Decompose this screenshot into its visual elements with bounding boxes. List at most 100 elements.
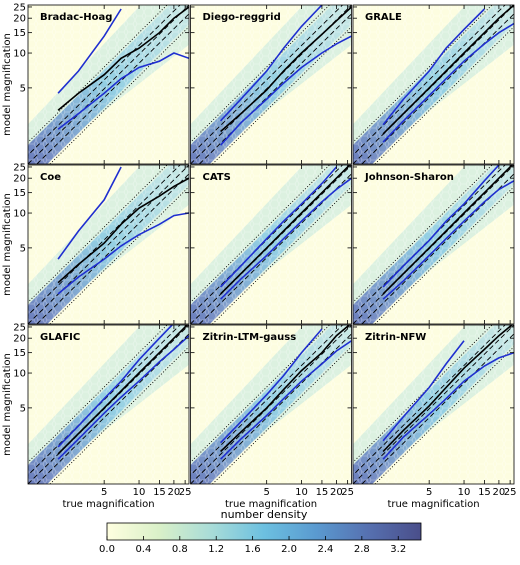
reference-line — [190, 325, 343, 476]
panel — [190, 165, 352, 324]
colorbar-tick-label: 2.4 — [317, 544, 333, 555]
panel — [353, 5, 514, 164]
data-line — [220, 166, 338, 288]
data-line — [220, 325, 351, 453]
panel-frame — [352, 4, 515, 165]
data-line — [57, 325, 174, 448]
y-tick-label: 20 — [13, 334, 26, 345]
reference-line — [199, 333, 352, 484]
data-line — [382, 340, 465, 442]
panel-frame — [27, 164, 190, 325]
x-tick-label: 5 — [101, 487, 107, 498]
panel-title: GLAFIC — [40, 332, 80, 343]
reference-line — [28, 5, 189, 164]
x-tick-label: 10 — [295, 487, 308, 498]
x-tick-label: 25 — [341, 487, 354, 498]
data-line — [220, 35, 352, 146]
y-axis-label: model magnification — [2, 193, 13, 296]
x-axis-label: true magnification — [62, 499, 154, 510]
panel-frame — [352, 324, 515, 485]
colorbar-tick-label: 0.0 — [99, 544, 115, 555]
data-line — [220, 165, 351, 295]
y-tick-label: 5 — [20, 243, 26, 254]
panel-title: Zitrin-NFW — [365, 332, 426, 343]
data-line — [57, 325, 189, 455]
reference-line — [353, 325, 506, 476]
y-tick-label: 20 — [13, 174, 26, 185]
panel-title: Diego-reggrid — [203, 12, 281, 23]
panel — [28, 325, 189, 484]
panel-title: CATS — [203, 172, 231, 183]
y-tick-label: 10 — [13, 209, 26, 220]
y-axis-label: model magnification — [2, 353, 13, 456]
data-line — [57, 8, 122, 94]
panel-frame — [27, 324, 190, 485]
colorbar-tick-label: 1.2 — [208, 544, 224, 555]
data-line — [382, 325, 513, 453]
x-tick-label: 15 — [153, 487, 166, 498]
reference-line — [36, 173, 189, 324]
data-line — [57, 177, 189, 284]
data-line — [382, 165, 514, 295]
data-line — [57, 166, 122, 260]
data-line — [382, 22, 514, 143]
reference-line — [190, 5, 343, 156]
y-tick-label: 15 — [13, 28, 26, 39]
y-tick-label: 5 — [20, 403, 26, 414]
data-line — [382, 165, 500, 288]
colorbar-tick-label: 3.2 — [390, 544, 406, 555]
panel-title: Bradac-Hoag — [40, 12, 112, 23]
x-tick-label: 20 — [330, 487, 343, 498]
x-tick-label: 20 — [168, 487, 181, 498]
panel-frame — [352, 164, 515, 325]
x-tick-label: 20 — [493, 487, 506, 498]
y-tick-label: 25 — [13, 2, 26, 13]
x-tick-label: 25 — [504, 487, 517, 498]
data-line — [57, 6, 189, 111]
data-line — [57, 335, 189, 460]
y-tick-label: 10 — [13, 49, 26, 60]
colorbar-tick-label: 0.8 — [172, 544, 188, 555]
panel-title: GRALE — [365, 12, 402, 23]
colorbar-tick-label: 1.6 — [245, 544, 261, 555]
panel — [28, 165, 189, 324]
y-tick-label: 20 — [13, 14, 26, 25]
panel — [190, 325, 352, 484]
panel — [190, 5, 352, 164]
data-line — [382, 8, 485, 126]
colorbar — [106, 522, 422, 541]
panel — [353, 165, 514, 324]
data-line — [220, 5, 323, 122]
reference-line — [28, 5, 181, 156]
colorbar-tick-label: 2.0 — [281, 544, 297, 555]
data-line — [220, 340, 352, 460]
data-line — [382, 5, 514, 135]
reference-line — [353, 325, 514, 484]
reference-line — [28, 165, 189, 324]
x-axis-label: true magnification — [387, 499, 479, 510]
x-tick-label: 10 — [133, 487, 146, 498]
x-tick-label: 5 — [263, 487, 269, 498]
y-axis-label: model magnification — [2, 33, 13, 136]
y-tick-label: 25 — [13, 322, 26, 333]
y-tick-label: 25 — [13, 162, 26, 173]
x-axis-label: true magnification — [225, 499, 317, 510]
data-line — [382, 180, 514, 300]
panel — [353, 325, 514, 484]
colorbar-tick-label: 0.4 — [135, 544, 151, 555]
reference-line — [36, 13, 189, 164]
data-line — [57, 212, 189, 295]
x-tick-label: 15 — [478, 487, 491, 498]
data-line — [57, 52, 189, 130]
reference-line — [190, 325, 352, 484]
data-line — [220, 6, 352, 133]
data-line — [220, 177, 352, 300]
panel — [28, 5, 189, 164]
data-line — [220, 328, 323, 444]
x-tick-label: 15 — [316, 487, 329, 498]
reference-line — [28, 165, 181, 316]
reference-line — [199, 13, 352, 164]
colorbar-title: number density — [221, 508, 308, 521]
panel-frame — [190, 324, 352, 485]
